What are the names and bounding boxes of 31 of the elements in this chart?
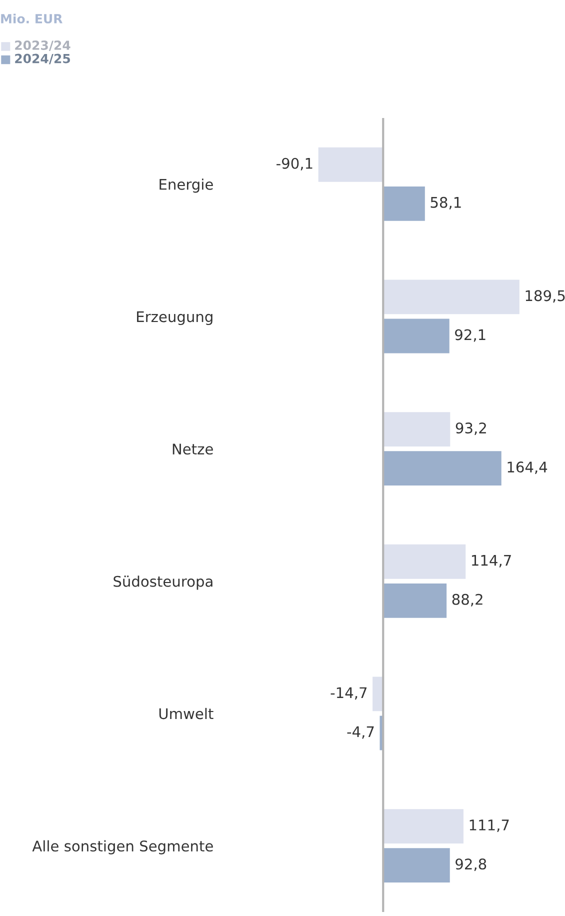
bar <box>383 280 520 314</box>
data-label: 58,1 <box>430 196 461 210</box>
data-label: 189,5 <box>526 290 565 303</box>
legend-label: 2024/25 <box>15 54 70 64</box>
y-tick-label: Alle sonstigen Segmente <box>32 840 213 854</box>
data-label: 92,8 <box>456 858 486 872</box>
y-tick-label: Netze <box>172 444 213 455</box>
data-label: 114,7 <box>472 555 511 568</box>
bar <box>383 186 425 221</box>
bar <box>383 451 502 486</box>
bar <box>383 848 450 883</box>
y-tick-label: Erzeugung <box>137 311 212 326</box>
data-label: 164,4 <box>508 462 548 474</box>
bar <box>383 318 450 354</box>
y-tick-label: Umwelt <box>159 708 214 720</box>
data-label: -14,7 <box>330 687 367 700</box>
bar <box>383 809 464 844</box>
bar <box>318 147 384 182</box>
data-label: -4,7 <box>347 726 374 739</box>
data-label: 93,2 <box>456 422 486 436</box>
data-label: 111,7 <box>470 820 509 832</box>
y-tick-label: Südosteuropa <box>114 576 212 590</box>
text: Mio. EUR <box>1 14 62 24</box>
data-label: 92,1 <box>455 329 486 342</box>
legend-label: 2023/24 <box>15 40 70 51</box>
data-label: 88,2 <box>452 594 482 606</box>
data-label: -90,1 <box>276 158 312 170</box>
bar <box>383 544 466 579</box>
bar <box>383 583 447 618</box>
bar <box>383 412 450 446</box>
y-tick-label: Energie <box>160 178 213 193</box>
